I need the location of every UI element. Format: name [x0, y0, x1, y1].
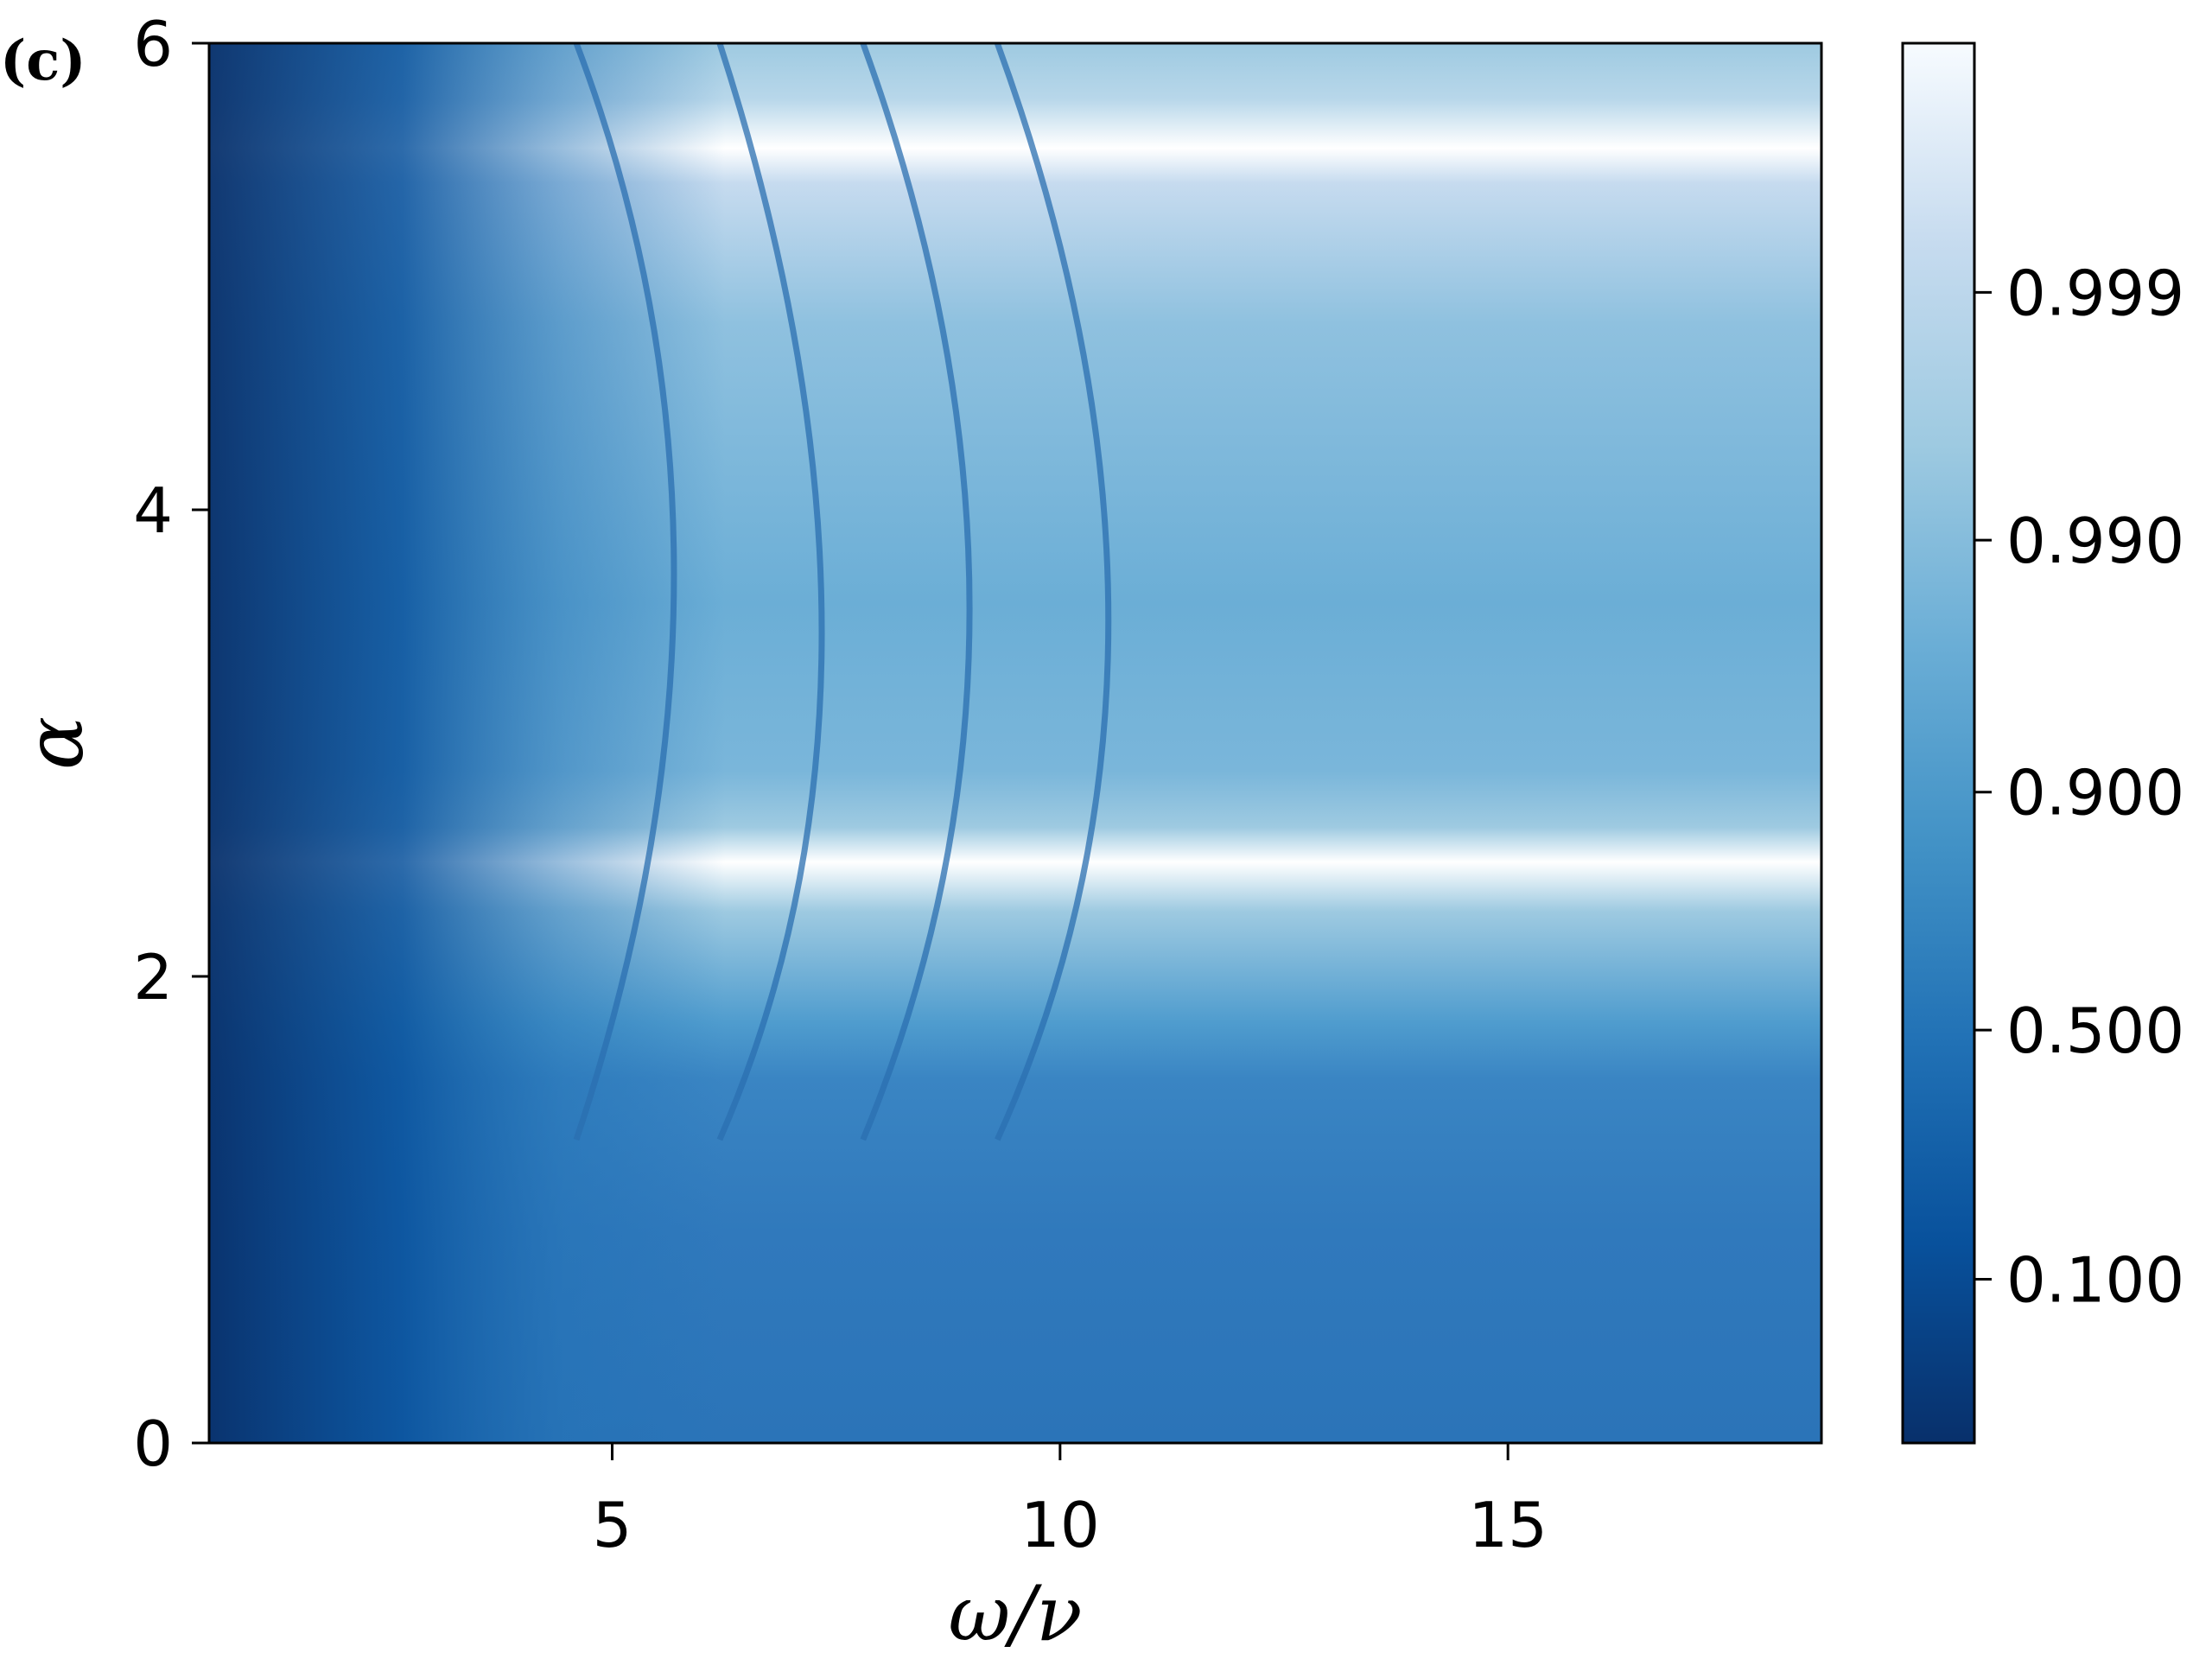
y-tick-label: 0: [133, 1408, 173, 1480]
y-tick-label: 4: [133, 474, 173, 547]
y-axis: 0 2 4 6: [133, 8, 209, 1480]
y-tick-label: 2: [133, 941, 173, 1014]
resonance-curve: [860, 43, 973, 1141]
x-axis: 5 10 15: [593, 1443, 1548, 1561]
colorbar: [1901, 41, 1976, 1445]
colorbar-axis: 0.100 0.500 0.900 0.990 0.999: [1974, 257, 2184, 1316]
colorbar-tick-label: 0.990: [2006, 505, 2184, 577]
colorbar-tick-label: 0.900: [2006, 757, 2184, 830]
x-axis-label: ω/ν: [949, 1569, 1083, 1658]
resonance-curve: [716, 43, 825, 1141]
plot-area: [209, 43, 1821, 1443]
resonance-curve: [573, 43, 677, 1141]
y-tick-label: 6: [133, 8, 173, 80]
resonance-curve: [994, 43, 1112, 1141]
colorbar-tick-label: 0.100: [2006, 1243, 2184, 1316]
panel-label: (c): [0, 29, 86, 93]
resonance-curves: [573, 43, 1112, 1141]
colorbar-tick-label: 0.999: [2006, 257, 2184, 329]
plot-frame: [207, 41, 1823, 1445]
x-tick-label: 15: [1468, 1489, 1548, 1561]
y-axis-label: α: [9, 716, 101, 770]
x-tick-label: 10: [1020, 1489, 1100, 1561]
x-tick-label: 5: [593, 1489, 632, 1561]
low-omega-dark-region: [209, 43, 1821, 1443]
colorbar-tick-label: 0.500: [2006, 995, 2184, 1067]
